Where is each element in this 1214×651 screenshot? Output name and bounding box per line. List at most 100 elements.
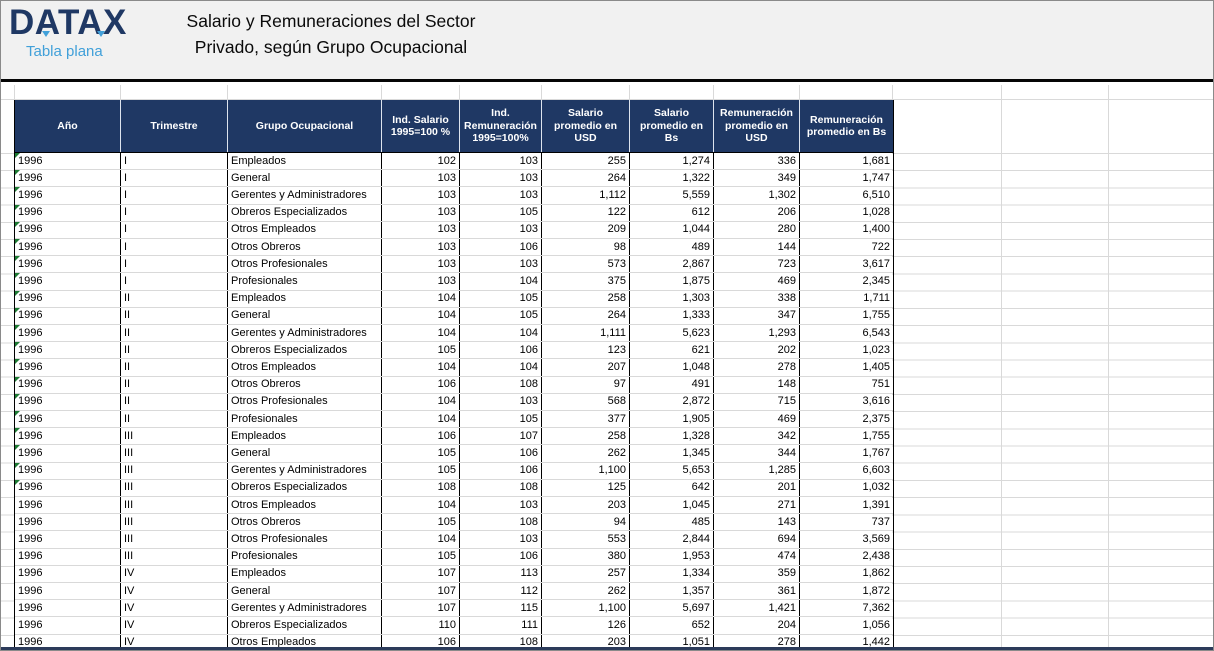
- cell-ind_remuneracion[interactable]: 115: [460, 600, 542, 617]
- cell-remuneracion_usd[interactable]: 1,285: [714, 462, 800, 479]
- cell-grupo[interactable]: Profesionales: [228, 548, 382, 565]
- cell-remuneracion_usd[interactable]: 723: [714, 256, 800, 273]
- cell-remuneracion_bs[interactable]: 1,711: [863, 292, 890, 305]
- cell-remuneracion_bs[interactable]: 1,681: [862, 154, 890, 167]
- cell-salario_bs[interactable]: 2,867: [630, 256, 714, 273]
- cell-salario_bs[interactable]: 5,559: [630, 187, 714, 204]
- cell-ano[interactable]: 1996: [15, 462, 121, 479]
- cell-grupo[interactable]: Empleados: [228, 290, 382, 307]
- cell-salario_usd[interactable]: 207: [542, 359, 630, 376]
- cell-remuneracion_usd[interactable]: 278: [714, 634, 800, 650]
- cell-remuneracion_usd[interactable]: 344: [714, 445, 800, 462]
- cell-remuneracion_bs[interactable]: 1,767: [862, 447, 890, 460]
- cell-ind_remuneracion[interactable]: 111: [460, 617, 542, 634]
- cell-ind_remuneracion[interactable]: 108: [460, 376, 542, 393]
- cell-salario_usd[interactable]: 258: [542, 290, 630, 307]
- cell-remuneracion_bs[interactable]: 6,510: [862, 189, 890, 201]
- cell-ind_remuneracion[interactable]: 105: [460, 290, 542, 307]
- cell-remuneracion_usd[interactable]: 144: [714, 239, 800, 256]
- cell-ind_remuneracion[interactable]: 112: [460, 583, 542, 600]
- cell-grupo[interactable]: Empleados: [228, 428, 382, 445]
- cell-salario_usd[interactable]: 264: [542, 307, 630, 325]
- cell-grupo[interactable]: Empleados: [228, 565, 382, 583]
- cell-ano[interactable]: 1996: [15, 600, 121, 617]
- cell-ind_remuneracion[interactable]: 104: [460, 359, 542, 376]
- cell-salario_usd[interactable]: 258: [542, 428, 630, 445]
- cell-salario_usd[interactable]: 1,100: [542, 462, 630, 479]
- cell-remuneracion_bs[interactable]: 1,400: [862, 223, 890, 236]
- cell-trimestre[interactable]: I: [121, 153, 228, 170]
- cell-remuneracion_usd[interactable]: 694: [714, 531, 800, 548]
- column-header-ind_salario[interactable]: Ind. Salario 1995=100 %: [382, 100, 460, 152]
- cell-remuneracion_bs[interactable]: 1,405: [862, 361, 890, 374]
- cell-remuneracion_usd[interactable]: 202: [714, 342, 800, 359]
- cell-remuneracion_usd[interactable]: 1,302: [714, 187, 800, 204]
- cell-remuneracion_bs[interactable]: 3,617: [862, 257, 890, 270]
- cell-remuneracion_usd[interactable]: 1,421: [714, 600, 800, 617]
- cell-salario_usd[interactable]: 255: [542, 153, 630, 170]
- cell-ano[interactable]: 1996: [15, 548, 121, 565]
- cell-ind_salario[interactable]: 104: [382, 307, 460, 325]
- cell-trimestre[interactable]: IV: [121, 565, 228, 583]
- cell-salario_usd[interactable]: 203: [542, 634, 630, 650]
- cell-remuneracion_bs[interactable]: 1,028: [862, 206, 890, 219]
- cell-trimestre[interactable]: III: [121, 445, 228, 462]
- cell-remuneracion_bs[interactable]: 1,023: [862, 343, 890, 356]
- cell-salario_usd[interactable]: 94: [542, 514, 630, 531]
- cell-remuneracion_bs[interactable]: 2,375: [862, 412, 890, 425]
- cell-ind_salario[interactable]: 105: [382, 445, 460, 462]
- cell-remuneracion_bs[interactable]: 1,056: [862, 619, 890, 632]
- cell-trimestre[interactable]: III: [121, 531, 228, 548]
- cell-trimestre[interactable]: III: [121, 548, 228, 565]
- cell-remuneracion_bs[interactable]: 1,872: [862, 584, 890, 597]
- cell-ind_salario[interactable]: 103: [382, 204, 460, 221]
- column-header-salario_usd[interactable]: Salario promedio en USD: [542, 100, 630, 152]
- cell-ind_salario[interactable]: 105: [382, 548, 460, 565]
- cell-ano[interactable]: 1996: [15, 204, 121, 221]
- cell-ind_salario[interactable]: 106: [382, 634, 460, 650]
- cell-grupo[interactable]: Otros Profesionales: [228, 393, 382, 411]
- cell-remuneracion_usd[interactable]: 201: [714, 479, 800, 497]
- cell-remuneracion_usd[interactable]: 1,293: [714, 325, 800, 342]
- cell-trimestre[interactable]: I: [121, 170, 228, 187]
- cell-ind_salario[interactable]: 104: [382, 325, 460, 342]
- cell-remuneracion_bs[interactable]: 737: [871, 515, 890, 528]
- cell-remuneracion_usd[interactable]: 143: [714, 514, 800, 531]
- cell-salario_bs[interactable]: 652: [630, 617, 714, 634]
- cell-ind_salario[interactable]: 104: [382, 290, 460, 307]
- cell-remuneracion_bs[interactable]: 7,362: [862, 601, 890, 614]
- cell-trimestre[interactable]: I: [121, 239, 228, 256]
- cell-ind_salario[interactable]: 107: [382, 600, 460, 617]
- cell-ano[interactable]: 1996: [15, 153, 121, 170]
- cell-ind_salario[interactable]: 104: [382, 531, 460, 548]
- cell-trimestre[interactable]: II: [121, 342, 228, 359]
- cell-salario_usd[interactable]: 209: [542, 221, 630, 239]
- cell-salario_usd[interactable]: 380: [542, 548, 630, 565]
- cell-salario_usd[interactable]: 1,111: [542, 325, 630, 342]
- cell-ano[interactable]: 1996: [15, 376, 121, 393]
- cell-grupo[interactable]: Otros Empleados: [228, 359, 382, 376]
- cell-ano[interactable]: 1996: [15, 239, 121, 256]
- cell-salario_bs[interactable]: 1,905: [630, 411, 714, 428]
- cell-grupo[interactable]: Obreros Especializados: [228, 342, 382, 359]
- cell-ind_remuneracion[interactable]: 103: [460, 497, 542, 514]
- column-header-salario_bs[interactable]: Salario promedio en Bs: [630, 100, 714, 152]
- cell-remuneracion_bs[interactable]: 722: [871, 240, 890, 253]
- cell-grupo[interactable]: Gerentes y Administradores: [228, 462, 382, 479]
- column-header-ind_remuneracion[interactable]: Ind. Remuneración 1995=100%: [460, 100, 542, 152]
- cell-grupo[interactable]: Obreros Especializados: [228, 204, 382, 221]
- cell-ano[interactable]: 1996: [15, 445, 121, 462]
- cell-salario_usd[interactable]: 262: [542, 583, 630, 600]
- cell-ano[interactable]: 1996: [15, 497, 121, 514]
- cell-salario_bs[interactable]: 2,872: [630, 393, 714, 411]
- cell-remuneracion_bs[interactable]: 6,543: [862, 326, 890, 339]
- cell-ano[interactable]: 1996: [15, 187, 121, 204]
- cell-grupo[interactable]: Otros Empleados: [228, 634, 382, 650]
- cell-ind_salario[interactable]: 104: [382, 497, 460, 514]
- cell-salario_usd[interactable]: 126: [542, 617, 630, 634]
- cell-trimestre[interactable]: I: [121, 204, 228, 221]
- cell-ind_salario[interactable]: 103: [382, 187, 460, 204]
- cell-ind_remuneracion[interactable]: 103: [460, 531, 542, 548]
- cell-remuneracion_usd[interactable]: 474: [714, 548, 800, 565]
- cell-grupo[interactable]: Empleados: [228, 153, 382, 170]
